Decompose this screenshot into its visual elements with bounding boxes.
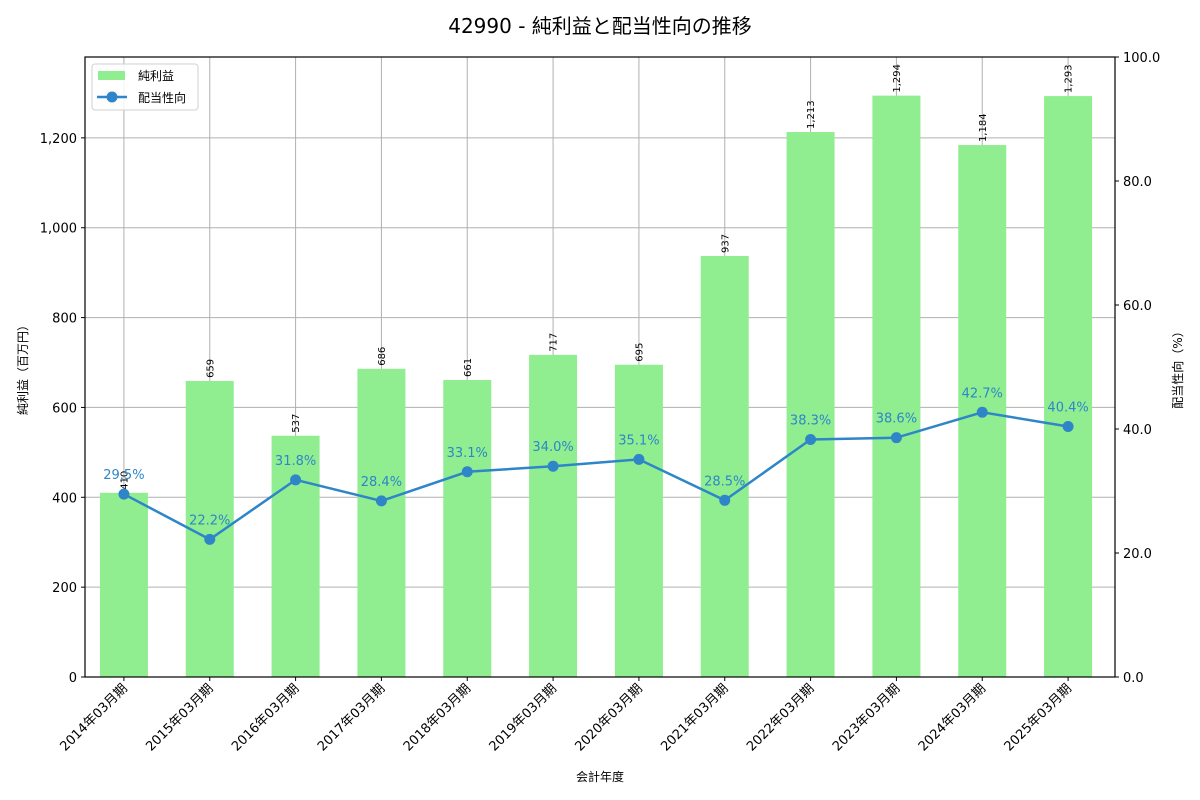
y2-tick-label: 60.0	[1123, 299, 1152, 314]
bar	[99, 492, 148, 677]
y-tick-label: 0	[69, 671, 77, 686]
payout-value-label: 22.2%	[189, 513, 230, 528]
x-tick-label: 2019年03月期	[487, 681, 560, 754]
payout-line	[123, 410, 1069, 541]
y-tick-label: 600	[52, 401, 77, 416]
legend-label-payout-ratio: 配当性向	[138, 90, 186, 105]
x-tick-label: 2021年03月期	[658, 681, 731, 754]
line-marker	[805, 434, 817, 446]
payout-value-label: 35.1%	[618, 433, 659, 448]
payout-value-label: 33.1%	[447, 446, 488, 461]
x-axis-ticks: 2014年03月期 2015年03月期 2016年03月期 2017年03月期 2018…	[57, 677, 1075, 755]
bar	[872, 95, 921, 677]
x-tick-label: 2025年03月期	[1002, 681, 1075, 754]
bar-value-label: 686	[377, 347, 388, 366]
plot-frame	[84, 56, 1116, 678]
y-tick-label: 200	[52, 581, 77, 596]
line-marker	[375, 495, 387, 507]
y2-tick-label: 0.0	[1123, 671, 1144, 686]
line-series-payout-ratio: 29.5% 22.2% 31.8% 28.4% 33.1% 34.0% 35.1% 28.5%…	[103, 386, 1089, 545]
legend-marker-icon	[106, 91, 118, 103]
bar	[357, 368, 406, 677]
line-marker	[890, 432, 902, 444]
line-marker	[118, 488, 130, 500]
x-tick-label: 2020年03月期	[572, 681, 645, 754]
x-tick-label: 2018年03月期	[401, 681, 474, 754]
x-tick-label: 2014年03月期	[57, 681, 130, 754]
payout-value-label: 28.4%	[361, 475, 402, 490]
payout-value-label: 34.0%	[532, 440, 573, 455]
bar-value-label: 1,294	[892, 64, 903, 93]
x-tick-label: 2017年03月期	[315, 681, 388, 754]
x-tick-label: 2024年03月期	[916, 681, 989, 754]
bar	[271, 435, 320, 677]
bar-value-label: 1,184	[978, 113, 989, 142]
bar-value-label: 717	[549, 333, 560, 352]
bar-value-label: 410	[119, 471, 130, 490]
x-tick-label: 2015年03月期	[143, 681, 216, 754]
bar-value-label: 937	[720, 234, 731, 253]
x-tick-label: 2022年03月期	[744, 681, 817, 754]
bar-value-label: 695	[634, 343, 645, 362]
payout-value-label: 40.4%	[1047, 401, 1088, 416]
x-tick-label: 2016年03月期	[229, 681, 302, 754]
payout-value-label: 28.5%	[704, 474, 745, 489]
bar-value-label: 661	[463, 358, 474, 377]
chart-title: 42990 - 純利益と配当性向の推移	[448, 14, 752, 38]
y2-tick-label: 40.0	[1123, 423, 1152, 438]
payout-value-label: 38.6%	[876, 412, 917, 427]
bar-series-net-income	[99, 95, 1093, 677]
line-marker	[633, 453, 645, 465]
payout-value-label: 42.7%	[962, 386, 1003, 401]
right-y-axis-label: 配当性向（%）	[1170, 325, 1185, 408]
bar	[529, 354, 578, 677]
line-marker	[547, 460, 559, 472]
x-tick-label: 2023年03月期	[830, 681, 903, 754]
line-marker	[719, 494, 731, 506]
bar-value-labels: 410 659 537 686 661 717 695 937 1,213 1,294 1,184 1…	[119, 64, 1074, 490]
bar-value-label: 537	[291, 414, 302, 433]
bar-value-label: 1,213	[806, 100, 817, 129]
bar-value-label: 1,293	[1064, 64, 1075, 93]
line-marker	[1062, 421, 1074, 433]
line-marker	[290, 474, 302, 486]
bar	[443, 380, 492, 677]
y-tick-label: 1,000	[40, 222, 77, 237]
payout-value-label: 31.8%	[275, 454, 316, 469]
line-marker	[976, 406, 988, 418]
axes	[84, 56, 1116, 678]
y-tick-label: 1,200	[40, 132, 77, 147]
line-marker	[461, 466, 473, 478]
payout-value-label: 38.3%	[790, 414, 831, 429]
y-tick-label: 400	[52, 491, 77, 506]
bar	[1044, 96, 1093, 677]
payout-value-label: 29.5%	[103, 468, 144, 483]
legend-bar-swatch	[98, 71, 125, 80]
y2-tick-label: 100.0	[1123, 51, 1160, 66]
y-tick-label: 800	[52, 312, 77, 327]
bar	[700, 256, 749, 677]
left-y-axis-ticks: 0 200 400 600 800 1,000 1,200	[40, 132, 85, 686]
bar	[614, 364, 663, 677]
x-axis-label: 会計年度	[576, 769, 624, 784]
legend: 純利益 配当性向	[91, 63, 199, 111]
left-y-axis-label: 純利益（百万円）	[16, 319, 30, 415]
right-y-axis-ticks: 0.0 20.0 40.0 60.0 80.0 100.0	[1115, 51, 1160, 686]
y2-tick-label: 80.0	[1123, 175, 1152, 190]
legend-label-net-income: 純利益	[138, 69, 174, 83]
bar-value-label: 659	[205, 359, 216, 378]
line-marker	[204, 533, 216, 545]
y2-tick-label: 20.0	[1123, 547, 1152, 562]
bar	[786, 132, 835, 677]
